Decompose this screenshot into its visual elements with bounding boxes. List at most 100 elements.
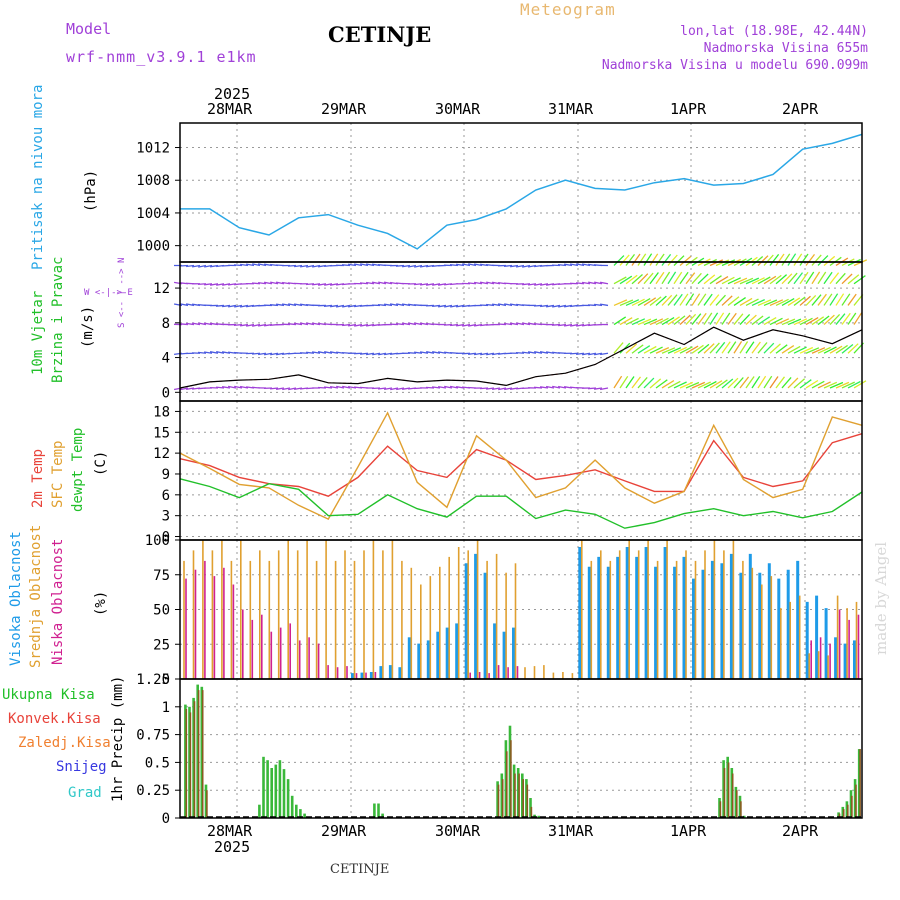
wind-arrow bbox=[185, 387, 195, 391]
wind-arrow bbox=[757, 342, 768, 354]
wind-arrow bbox=[432, 386, 441, 389]
wind-arrow bbox=[709, 312, 719, 325]
wind-arrow bbox=[703, 274, 716, 285]
y-tick-label: 50 bbox=[153, 603, 170, 619]
footer-station: CETINJE bbox=[330, 862, 390, 877]
wind-arrow bbox=[239, 385, 249, 389]
wind-arrow bbox=[534, 283, 543, 286]
wind-arrow bbox=[563, 323, 573, 327]
wind-arrow bbox=[287, 323, 297, 326]
precip-conv-bar bbox=[526, 784, 529, 818]
wind-arrow bbox=[467, 282, 477, 285]
wind-arrow bbox=[709, 275, 722, 285]
y-tick-label: 1004 bbox=[136, 206, 170, 222]
wind-arrow bbox=[613, 255, 625, 266]
precip-total-bar bbox=[525, 779, 528, 818]
compass-e: E bbox=[127, 288, 133, 298]
wind-arrow bbox=[661, 271, 671, 285]
wind-arrow bbox=[407, 322, 417, 326]
wind-arrow bbox=[661, 380, 675, 389]
precip-total-bar bbox=[845, 801, 849, 818]
legend-snow: Snijeg bbox=[56, 759, 107, 775]
y-tick-label: 1008 bbox=[136, 173, 170, 189]
wind-arrow bbox=[389, 303, 399, 307]
wind-arrow bbox=[552, 385, 561, 389]
wind-arrow bbox=[631, 274, 643, 285]
precip-total-bar bbox=[537, 815, 540, 818]
wind-arrow bbox=[829, 293, 839, 306]
precip-conv-bar bbox=[189, 712, 192, 818]
wind-arrow bbox=[263, 263, 273, 267]
wind-arrow bbox=[643, 318, 658, 326]
wind-arrow bbox=[673, 346, 687, 354]
precip-conv-bar bbox=[736, 790, 738, 818]
precip-conv-bar bbox=[723, 768, 726, 818]
wind-arrow bbox=[655, 317, 669, 326]
wind-arrow bbox=[613, 375, 623, 389]
date-label-bottom: 1APR bbox=[670, 822, 707, 840]
wind-arrow bbox=[486, 303, 495, 307]
wind-arrow bbox=[419, 351, 429, 354]
wind-arrow bbox=[805, 347, 820, 354]
wind-arrow bbox=[545, 385, 555, 389]
wind-arrow bbox=[359, 282, 369, 285]
wind-arrow bbox=[799, 253, 809, 266]
wind-arrow bbox=[288, 303, 297, 307]
wind-arrow bbox=[455, 323, 465, 327]
wind-arrow bbox=[209, 264, 219, 268]
wind-arrow bbox=[239, 304, 249, 308]
wind-arrow bbox=[378, 352, 387, 356]
wind-arrow bbox=[787, 297, 801, 306]
wind-arrow bbox=[222, 283, 231, 286]
precip-conv-bar bbox=[497, 784, 500, 818]
wind-arrow bbox=[216, 283, 225, 286]
wind-arrow bbox=[306, 322, 315, 326]
wind-arrow bbox=[534, 351, 543, 354]
wind-arrow bbox=[721, 378, 734, 389]
wind-arrow bbox=[703, 380, 717, 389]
precip-conv-bar bbox=[731, 773, 734, 818]
precip-total-bar bbox=[373, 803, 376, 818]
y-tick-label: 18 bbox=[153, 404, 170, 420]
y-tick-label: 0.5 bbox=[145, 755, 170, 771]
wind-arrow bbox=[432, 351, 441, 354]
wind-arrow bbox=[823, 314, 835, 326]
wind-arrow bbox=[450, 304, 459, 308]
wind-arrow bbox=[763, 254, 774, 266]
y-tick-label: 12 bbox=[153, 446, 170, 462]
wind-arrow bbox=[557, 385, 567, 389]
wind-arrow bbox=[733, 297, 746, 306]
wind-arrow bbox=[576, 352, 585, 356]
wind-arrow bbox=[823, 293, 833, 306]
precip-total-bar bbox=[290, 795, 294, 818]
wind-arrow bbox=[342, 323, 351, 327]
wind-arrow bbox=[473, 263, 483, 267]
precip-total-bar bbox=[278, 760, 282, 818]
wind-arrow bbox=[631, 376, 642, 389]
wind-arrow bbox=[625, 376, 635, 389]
wind-arrow bbox=[449, 264, 459, 267]
precip-conv-bar bbox=[201, 690, 204, 818]
wind-arrow bbox=[805, 254, 816, 266]
wind-arrow bbox=[479, 281, 489, 285]
wind-arrow bbox=[745, 314, 757, 326]
wind-arrow bbox=[721, 341, 731, 354]
wind-arrow bbox=[679, 271, 689, 285]
compass-dash2: - bbox=[111, 288, 117, 298]
wind-arrow bbox=[733, 277, 748, 285]
wind-arrow bbox=[419, 283, 429, 286]
wind-arrow bbox=[637, 318, 652, 326]
wind-arrow bbox=[619, 375, 629, 389]
precip-total-bar bbox=[262, 756, 265, 818]
wind-arrow bbox=[841, 343, 854, 354]
wind-arrow bbox=[805, 317, 819, 326]
wind-arrow bbox=[234, 385, 243, 389]
wind-arrow bbox=[751, 299, 765, 307]
wind-arrow bbox=[715, 379, 728, 389]
wind-arrow bbox=[679, 256, 692, 266]
precip-total-bar bbox=[516, 768, 520, 818]
precip-total-bar bbox=[496, 781, 499, 818]
precip-total-bar bbox=[188, 706, 191, 818]
wind-arrow bbox=[745, 277, 760, 285]
